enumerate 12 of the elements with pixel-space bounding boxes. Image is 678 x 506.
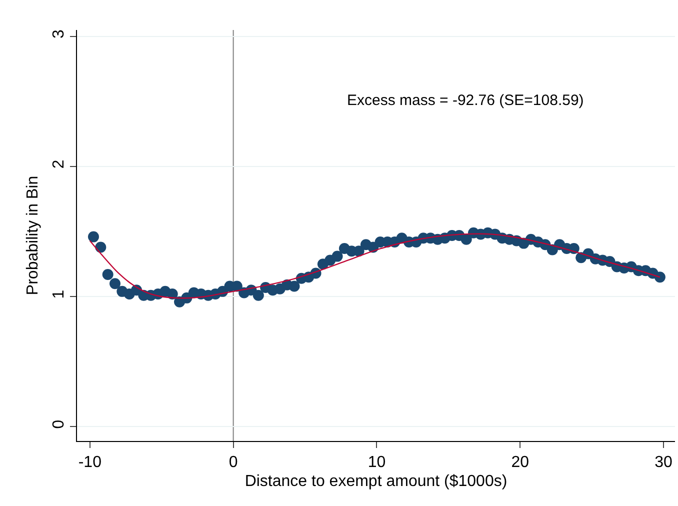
- y-tick-label: 0: [50, 420, 68, 429]
- x-tick-label: -10: [78, 454, 102, 472]
- x-tick-label: 20: [511, 454, 530, 472]
- y-axis-title: Probability in Bin: [24, 176, 42, 296]
- y-tick-label: 1: [50, 290, 68, 299]
- x-tick-label: 10: [368, 454, 386, 472]
- x-tick-label: 0: [228, 454, 238, 472]
- y-tick-label: 2: [50, 160, 68, 169]
- x-tick-label: 30: [654, 454, 673, 472]
- x-axis-title: Distance to exempt amount ($1000s): [244, 472, 508, 490]
- annotation: Excess mass = -92.76 (SE=108.59): [347, 92, 584, 109]
- y-tick-label: 3: [50, 30, 68, 39]
